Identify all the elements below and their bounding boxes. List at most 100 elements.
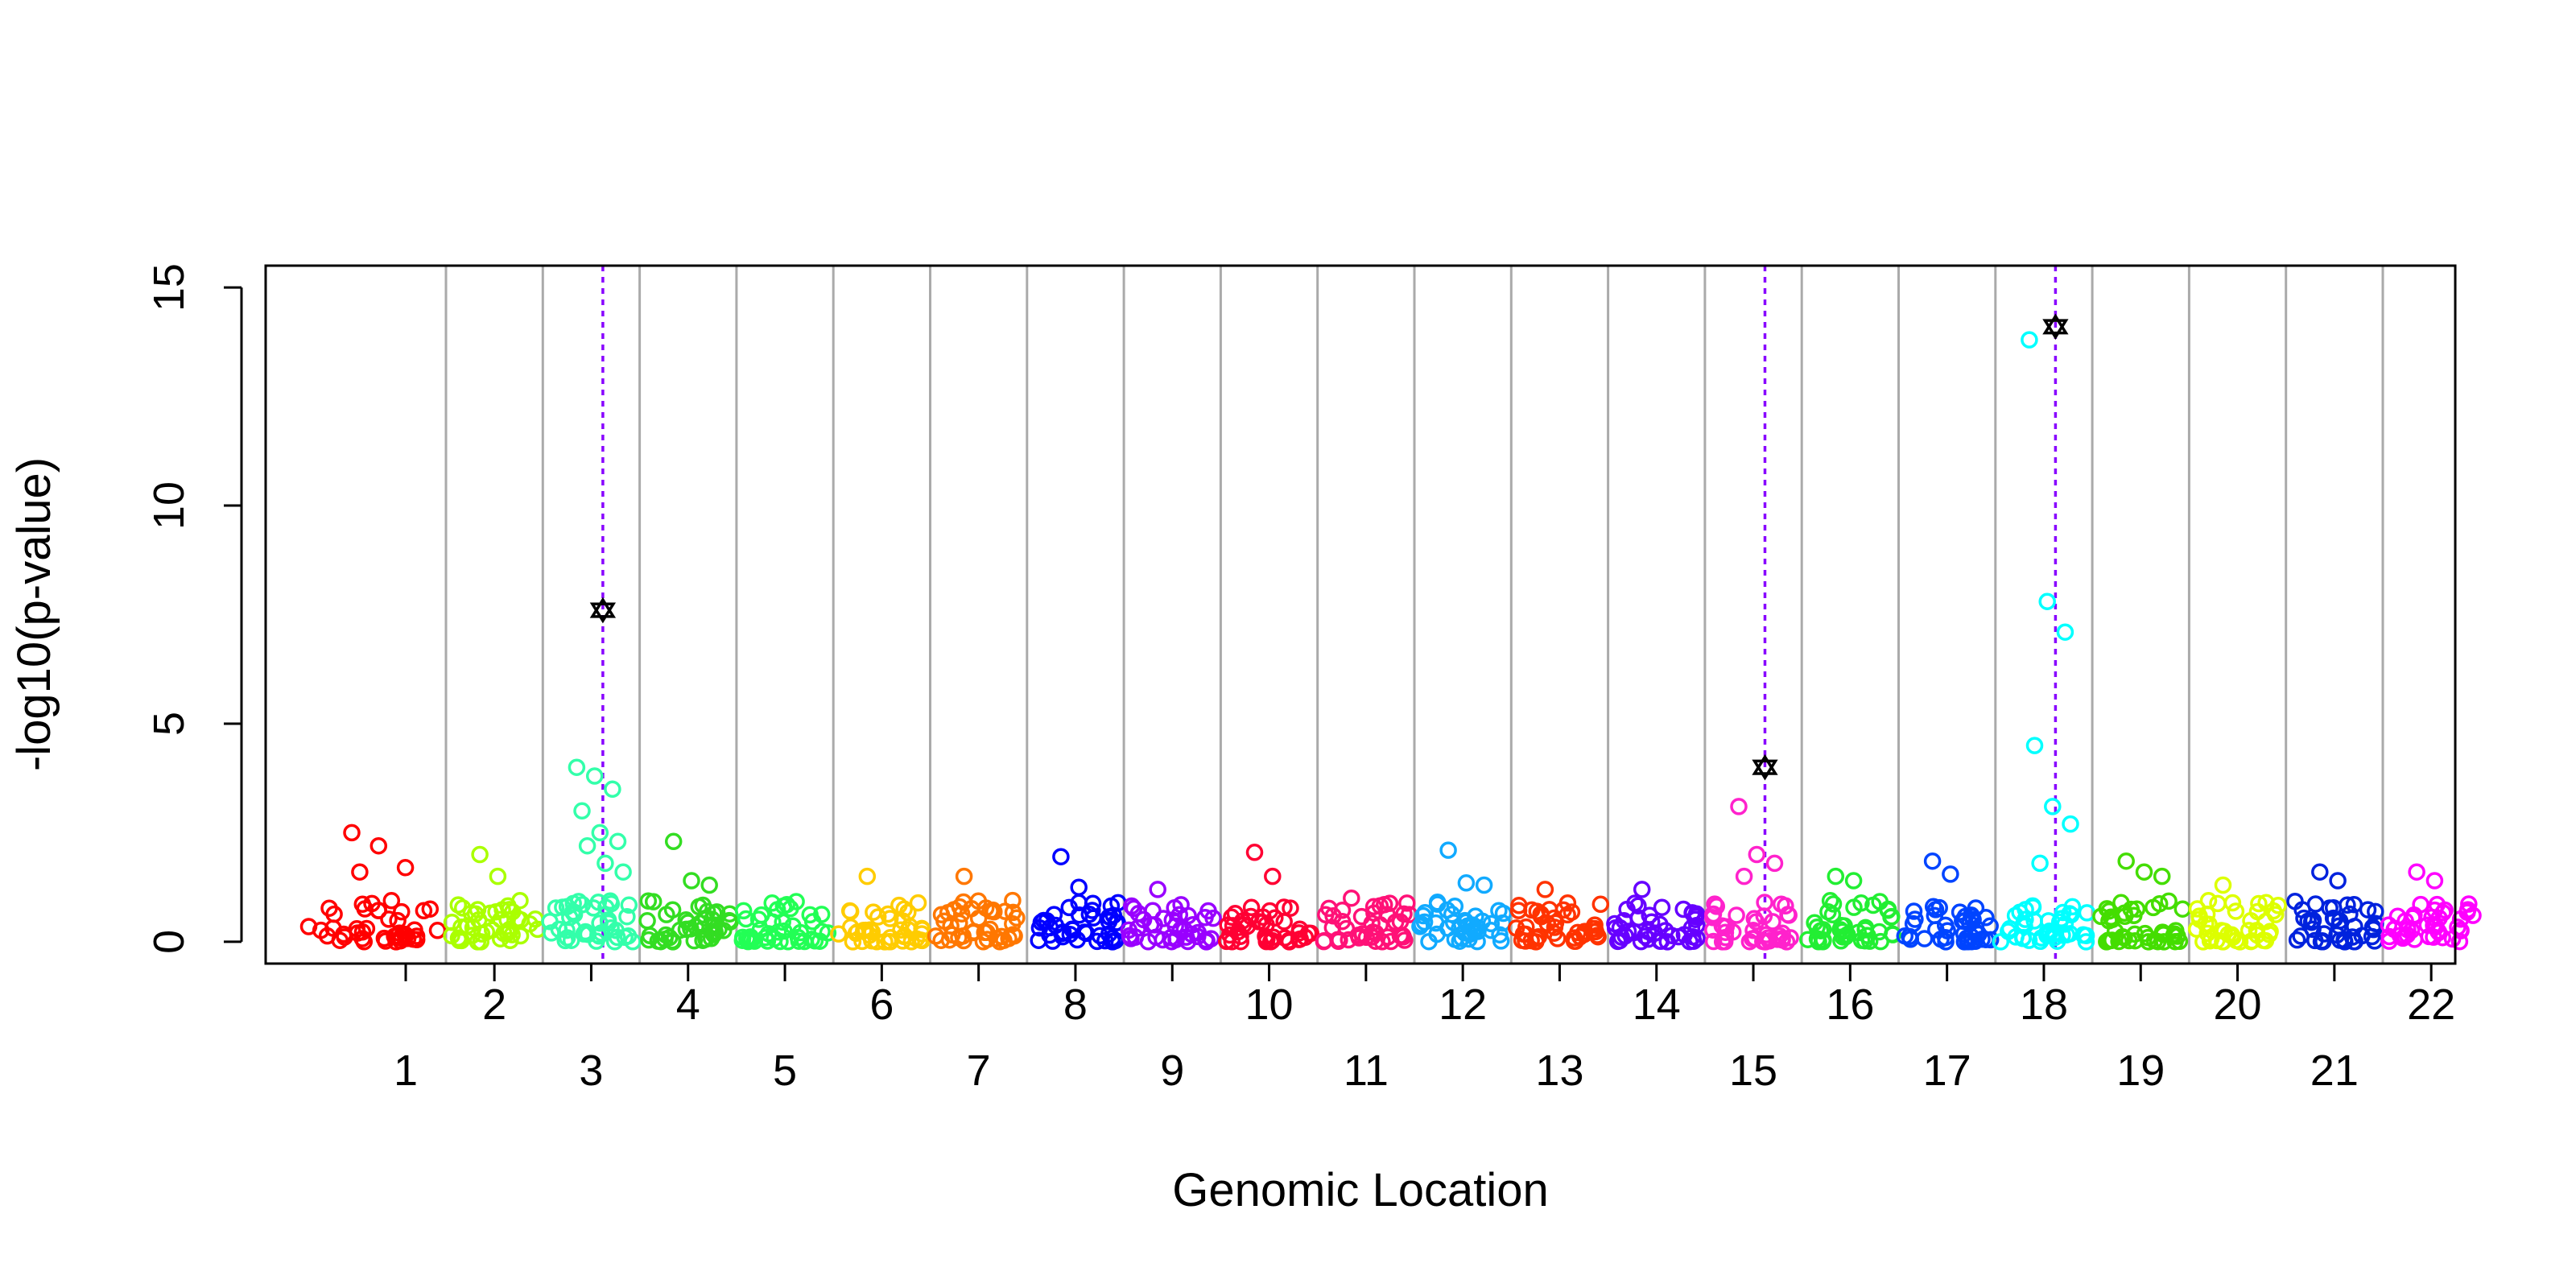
- data-point-chr17: [1905, 902, 1923, 920]
- highlight-markers: [589, 313, 2069, 781]
- data-point-chr18: [2061, 905, 2079, 923]
- data-point-chr18: [2046, 924, 2064, 943]
- peak-point-chr3: [591, 824, 609, 842]
- peak-point-chr21: [2311, 863, 2329, 881]
- data-point-chr15: [1704, 921, 1722, 939]
- x-tick-label-4: 4: [676, 980, 700, 1029]
- peak-point-chr10: [1264, 867, 1282, 886]
- peak-point-chr4: [683, 872, 700, 890]
- data-point-chr6: [909, 894, 927, 912]
- highlight-marker-chr3-inverse: [589, 602, 617, 624]
- data-point-chr8: [1071, 906, 1088, 924]
- data-point-chr3: [607, 922, 625, 939]
- data-point-chr14: [1632, 932, 1650, 951]
- data-point-chr20: [2248, 902, 2267, 921]
- data-point-chr4: [638, 912, 656, 930]
- data-point-chr13: [1563, 903, 1581, 921]
- data-point-chr1: [357, 919, 376, 938]
- data-point-chr8: [1104, 929, 1121, 947]
- highlight-marker-chr15: [1752, 753, 1778, 775]
- data-point-chr3: [588, 932, 605, 950]
- data-point-chr20: [2188, 900, 2207, 918]
- data-point-chr5: [811, 932, 829, 950]
- peak-point-chr14: [1633, 881, 1651, 898]
- data-point-chr5: [779, 933, 797, 951]
- data-point-chr14: [1686, 910, 1704, 928]
- data-point-chr12: [1428, 895, 1447, 913]
- data-point-chr4: [644, 893, 663, 910]
- data-point-chr7: [955, 931, 972, 950]
- data-point-chr19: [2155, 933, 2173, 951]
- data-point-chr7: [1004, 891, 1022, 910]
- data-point-chr5: [782, 899, 799, 918]
- data-point-chr2: [503, 926, 521, 943]
- data-point-chr10: [1249, 913, 1268, 931]
- x-tick-label-11: 11: [1344, 1046, 1389, 1095]
- data-point-chr13: [1575, 925, 1593, 943]
- data-point-chr11: [1315, 932, 1333, 951]
- data-point-chr8: [1030, 931, 1047, 949]
- data-point-chr8: [1054, 923, 1072, 941]
- data-point-chr6: [841, 902, 860, 921]
- data-point-chr22: [2451, 910, 2470, 928]
- peak-point-chr7: [955, 867, 973, 886]
- data-point-chr17: [1896, 927, 1914, 945]
- data-point-chr11: [1337, 919, 1356, 938]
- data-point-chr15: [1773, 930, 1791, 947]
- data-point-chr15: [1740, 932, 1759, 951]
- peak-point-chr3: [614, 863, 632, 881]
- x-tick-label-17: 17: [1923, 1046, 1971, 1095]
- peak-point-chr18: [2025, 737, 2044, 754]
- data-point-chr1: [428, 922, 447, 939]
- data-point-chr14: [1651, 932, 1669, 950]
- peak-point-chr3: [597, 854, 614, 873]
- data-point-chr17: [1906, 910, 1924, 928]
- data-point-chr3: [618, 907, 636, 926]
- peak-point-chr16: [1827, 867, 1845, 886]
- data-point-chr16: [1884, 926, 1902, 943]
- data-point-chr16: [1864, 896, 1882, 914]
- data-point-chr17: [1926, 906, 1944, 925]
- data-point-chr14: [1611, 931, 1629, 950]
- data-point-chr2: [473, 925, 491, 943]
- x-tick-label-1: 1: [394, 1046, 418, 1095]
- data-point-chr21: [2302, 913, 2321, 931]
- peak-point-chr16: [1844, 872, 1863, 890]
- data-point-chr19: [2167, 922, 2185, 939]
- peak-point-chr20: [2214, 876, 2232, 894]
- data-point-chr9: [1134, 910, 1153, 929]
- peak-point-chr10: [1245, 844, 1264, 861]
- data-point-chr21: [2346, 933, 2363, 951]
- data-point-chr11: [1375, 896, 1393, 914]
- data-point-chr21: [2288, 931, 2306, 949]
- data-point-chr11: [1391, 927, 1410, 945]
- peak-point-chr2: [471, 845, 489, 864]
- data-point-chr19: [2174, 900, 2192, 918]
- data-point-chr1: [336, 928, 353, 946]
- peak-point-chr1: [351, 863, 369, 881]
- peak-point-chr15: [1765, 854, 1784, 873]
- data-point-chr3: [564, 903, 582, 921]
- data-point-chr11: [1333, 902, 1352, 919]
- data-point-chr20: [2264, 902, 2282, 920]
- data-point-chr4: [682, 920, 700, 938]
- x-tick-label-10: 10: [1245, 980, 1294, 1029]
- data-point-chr22: [2388, 907, 2407, 925]
- data-point-chr12: [1411, 918, 1429, 935]
- data-point-chr13: [1591, 895, 1610, 914]
- data-point-chr20: [2198, 905, 2216, 923]
- data-point-chr13: [1522, 931, 1540, 950]
- highlight-marker-chr3: [589, 597, 617, 618]
- data-point-chr5: [737, 930, 756, 947]
- data-point-chr13: [1510, 897, 1528, 914]
- peak-point-chr21: [2329, 872, 2347, 890]
- data-point-chr18: [2048, 932, 2066, 950]
- data-point-chr19: [2092, 907, 2110, 926]
- data-point-chr22: [2380, 916, 2398, 934]
- data-point-chr8: [1100, 925, 1118, 943]
- data-point-chr21: [2324, 909, 2343, 927]
- y-tick-label-15: 15: [145, 263, 193, 312]
- data-point-chr15: [1728, 906, 1745, 924]
- data-point-chr17: [1924, 898, 1942, 916]
- data-point-chr6: [869, 908, 887, 926]
